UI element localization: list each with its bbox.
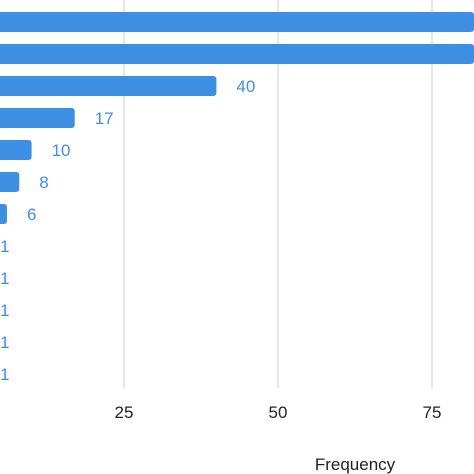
data-label: 8 <box>39 173 48 192</box>
data-label: 40 <box>236 77 255 96</box>
data-label: 1 <box>0 365 9 384</box>
bar <box>0 108 75 128</box>
data-label: 1 <box>0 237 9 256</box>
data-label: 1 <box>0 301 9 320</box>
bar <box>0 172 20 192</box>
data-label: 6 <box>27 205 36 224</box>
bar <box>0 76 217 96</box>
bar-layer <box>0 12 474 224</box>
data-label: 17 <box>95 109 114 128</box>
bar <box>0 12 474 32</box>
data-label: 10 <box>52 141 71 160</box>
grid-layer <box>123 0 433 388</box>
bar <box>0 44 474 64</box>
x-tick-label: 50 <box>269 403 288 422</box>
x-axis-title: Frequency <box>315 455 396 474</box>
data-label: 1 <box>0 333 9 352</box>
data-label: 1 <box>0 269 9 288</box>
tick-layer: 25 50 75 <box>115 403 442 422</box>
bar <box>0 204 7 224</box>
x-tick-label: 75 <box>423 403 442 422</box>
x-tick-label: 25 <box>115 403 134 422</box>
bar <box>0 140 32 160</box>
